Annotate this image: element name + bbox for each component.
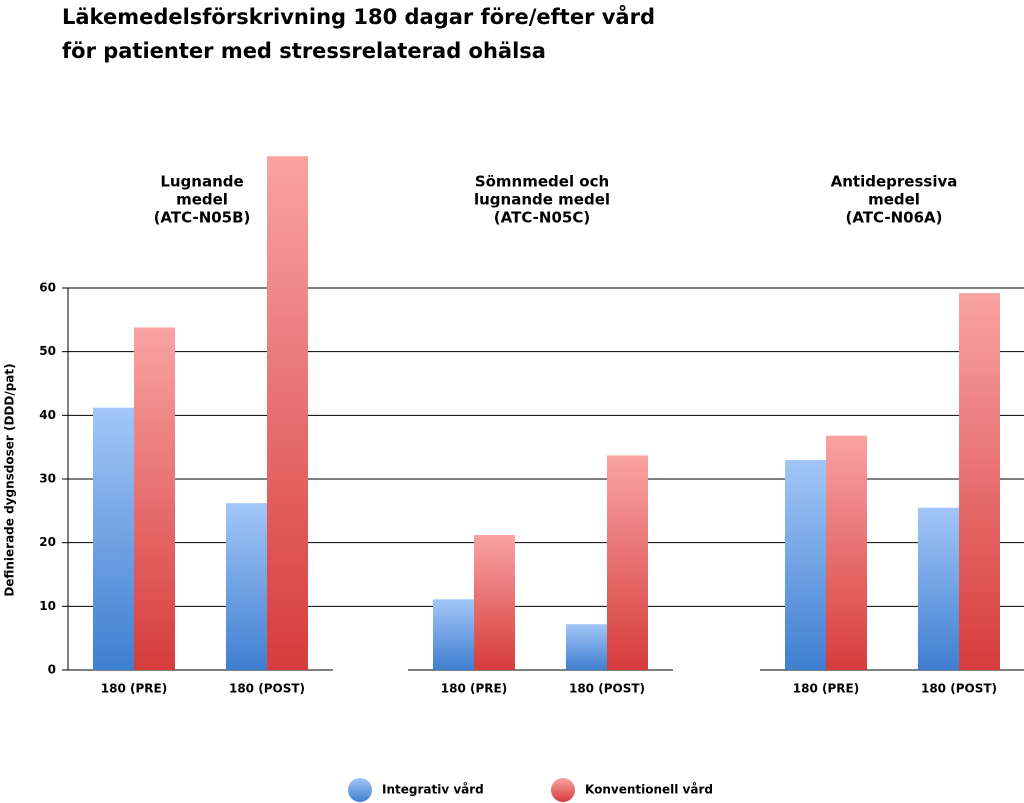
group-label: Lugnande: [160, 173, 243, 191]
bar: [93, 407, 134, 670]
y-tick-label: 0: [48, 663, 56, 677]
y-tick-label: 20: [39, 535, 56, 549]
group-label: (ATC-N05C): [494, 209, 590, 227]
y-axis-label: Definierade dygnsdoser (DDD/pat): [3, 363, 17, 596]
bar: [607, 455, 648, 670]
bar: [474, 535, 515, 670]
bar: [826, 435, 867, 670]
legend-label: Integrativ vård: [382, 783, 484, 797]
x-tick-label: 180 (POST): [229, 682, 305, 696]
bar: [226, 503, 267, 670]
x-tick-label: 180 (PRE): [441, 682, 507, 696]
y-tick-label: 30: [39, 472, 56, 486]
legend-label: Konventionell vård: [585, 783, 713, 797]
chart-title: Läkemedelsförskrivning 180 dagar före/ef…: [62, 4, 655, 29]
group-label: medel: [868, 191, 920, 209]
y-tick-label: 40: [39, 408, 56, 422]
x-tick-label: 180 (POST): [921, 682, 997, 696]
bar: [433, 599, 474, 670]
bar: [134, 327, 175, 670]
group-label: lugnande medel: [474, 191, 610, 209]
group-label: (ATC-N05B): [154, 209, 251, 227]
y-tick-label: 50: [39, 344, 56, 358]
legend-marker: [551, 778, 575, 802]
bar: [785, 459, 826, 670]
y-tick-label: 10: [39, 599, 56, 613]
x-tick-label: 180 (PRE): [101, 682, 167, 696]
x-tick-label: 180 (PRE): [793, 682, 859, 696]
bar: [918, 507, 959, 670]
bar: [959, 293, 1000, 670]
x-tick-label: 180 (POST): [569, 682, 645, 696]
chart-title: för patienter med stressrelaterad ohälsa: [62, 39, 546, 63]
group-label: Sömnmedel och: [475, 173, 609, 191]
group-label: medel: [176, 191, 228, 209]
y-tick-label: 60: [39, 281, 56, 295]
legend-marker: [348, 778, 372, 802]
bar: [566, 624, 607, 670]
group-label: Antidepressiva: [831, 173, 958, 191]
group-label: (ATC-N06A): [845, 209, 942, 227]
bar: [267, 156, 308, 670]
